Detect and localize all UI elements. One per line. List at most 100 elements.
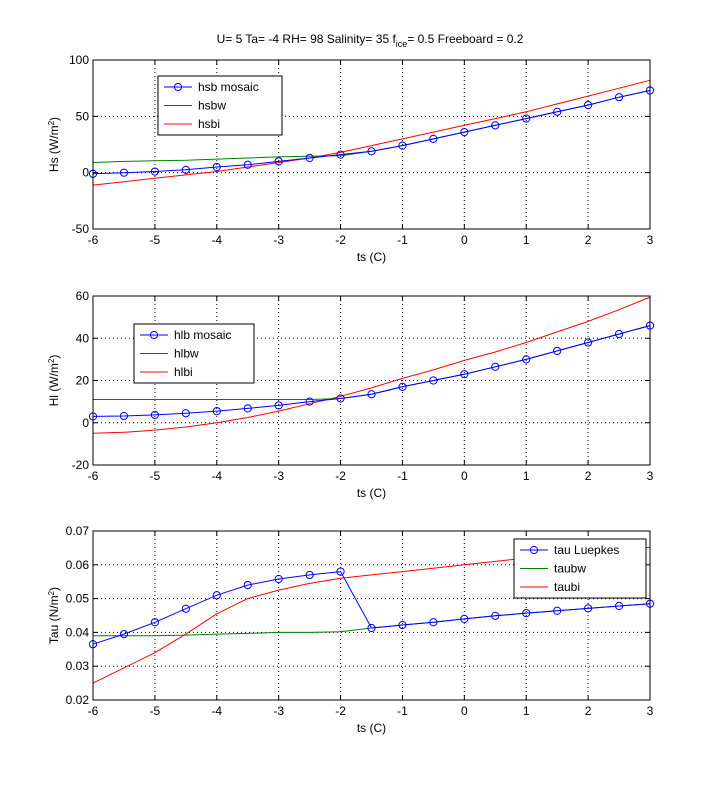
chart-hs-data-point — [398, 141, 407, 150]
chart-hs-ylabel-end: ) — [47, 117, 61, 121]
chart-tau-data-point — [336, 567, 345, 576]
chart-hl-data-point — [305, 397, 314, 406]
chart-hs-data-point — [584, 100, 593, 110]
chart-tau-ylabel: Tau (N/m2) — [47, 587, 61, 644]
chart-tau-xtick-label: -1 — [397, 704, 408, 718]
chart-hl-xlabel: ts (C) — [357, 486, 386, 500]
chart-tau-xtick-label: -3 — [273, 704, 284, 718]
chart-hl-data-point — [584, 338, 593, 347]
chart-hl-data-point — [367, 390, 376, 399]
chart-hs-ylabel-sup: 2 — [47, 120, 56, 125]
chart-hs-xtick-label: 0 — [461, 233, 468, 247]
chart-hl-xtick-label: 1 — [523, 469, 530, 483]
chart-hl-xtick-label: 2 — [585, 469, 592, 483]
chart-tau-data-point — [274, 574, 283, 584]
chart-tau-xtick-label: 2 — [585, 704, 592, 718]
chart-hs-ytick-label: 0 — [82, 166, 89, 180]
chart-hs-data-point — [181, 165, 190, 174]
chart-hl-xtick-label: -1 — [397, 469, 408, 483]
chart-tau-data-point — [119, 629, 129, 639]
chart-hl-data-point — [150, 410, 159, 420]
chart-hs-legend-label: hsbi — [198, 117, 220, 131]
chart-hl-xtick-label: -2 — [335, 469, 346, 483]
chart-hl-data-point — [522, 355, 531, 364]
chart-hl-data-point — [243, 404, 252, 413]
chart-hl-ylabel-end: ) — [47, 355, 61, 359]
chart-tau-data-point — [305, 570, 314, 580]
chart-hs-data-point — [614, 93, 624, 102]
chart-hl-ylabel-text: Hl (W/m — [47, 363, 61, 406]
chart-hs-legend: hsb mosaic hsbw hsbi — [157, 75, 283, 136]
chart-hl-xtick-label: 0 — [461, 469, 468, 483]
figure-title-rest: = 0.5 Freeboard = 0.2 — [407, 32, 523, 46]
chart-tau-data-point — [429, 618, 438, 627]
chart-hl-series-line — [92, 325, 651, 417]
chart-tau-ylabel-end: ) — [47, 587, 61, 591]
chart-tau-data-point — [181, 604, 190, 613]
chart-hl-data-point — [336, 394, 345, 403]
chart-hl-data-point — [553, 346, 562, 356]
chart-tau-ylabel-sup: 2 — [47, 590, 56, 595]
chart-tau-data-point — [491, 611, 500, 620]
chart-hs-data-point — [150, 167, 159, 176]
chart-hs-data-point — [553, 107, 562, 116]
chart-hs-xlabel: ts (C) — [357, 250, 386, 264]
chart-hs-xtick-label: -5 — [150, 233, 161, 247]
chart-tau-xtick-label: -4 — [211, 704, 222, 718]
chart-hs-data-point — [336, 150, 345, 159]
chart-hl-data-point — [460, 370, 469, 379]
chart-hs-ytick-label: -50 — [72, 222, 90, 236]
chart-tau-xtick-label: 1 — [523, 704, 530, 718]
chart-hl-ytick-label: 0 — [82, 416, 89, 430]
chart-hl-data-point — [274, 401, 283, 410]
chart-tau-data-point — [398, 620, 407, 630]
chart-hl-legend-label: hlb mosaic — [174, 328, 231, 342]
chart-hs-series-line — [92, 89, 651, 175]
chart-tau-ytick-label: 0.05 — [66, 592, 90, 606]
chart-hl-legend-marker — [149, 330, 159, 340]
chart-hs-data-point — [429, 134, 438, 143]
chart-tau-legend-marker — [529, 545, 539, 555]
chart-tau-series-line — [92, 571, 651, 645]
chart-tau-ytick-label: 0.04 — [66, 625, 90, 639]
chart-tau-data-point — [614, 601, 624, 611]
chart-tau: ts (C) -6 -5 -4 -3 -2 -1 0 1 2 3 0.02 0.03 0.04 0.05 0… — [47, 524, 655, 735]
chart-tau-data-point — [367, 623, 376, 633]
chart-hs-data-point — [460, 128, 469, 137]
chart-hl-xtick-label: -5 — [150, 469, 161, 483]
chart-hs-data-point — [212, 162, 221, 172]
chart-hl-ytick-label: 60 — [76, 289, 90, 303]
chart-hs-ylabel-text: Hs (W/m — [47, 125, 61, 172]
chart-tau-legend-label: tau Luepkes — [554, 543, 619, 557]
chart-tau-xtick-label: -5 — [150, 704, 161, 718]
chart-hl-xtick-label: -4 — [211, 469, 222, 483]
chart-tau-ytick-label: 0.06 — [66, 558, 90, 572]
chart-hs-xtick-label: -6 — [88, 233, 99, 247]
chart-hl: ts (C) -6 -5 -4 -3 -2 -1 0 1 2 3 -20 0 20 40 60 Hl (W/m… — [47, 289, 655, 500]
chart-hs-xtick-label: -2 — [335, 233, 346, 247]
chart-tau-xtick-label: -6 — [88, 704, 99, 718]
chart-hs-data-point — [274, 157, 283, 166]
chart-hl-ylabel-sup: 2 — [47, 358, 56, 363]
chart-hl-xtick-label: -3 — [273, 469, 284, 483]
chart-hl-xtick-label: -6 — [88, 469, 99, 483]
chart-hs-data-point — [243, 160, 252, 169]
chart-hs-legend-label: hsb mosaic — [198, 80, 259, 94]
chart-hl-data-point — [119, 411, 129, 421]
chart-hs-data-point — [522, 114, 531, 123]
chart-hs-ytick-label: 50 — [76, 109, 90, 123]
chart-hs-legend-marker — [173, 82, 183, 92]
chart-hl-ytick-label: -20 — [72, 458, 90, 472]
chart-tau-xlabel: ts (C) — [357, 721, 386, 735]
chart-tau-data-point — [553, 606, 562, 615]
chart-tau-legend: tau Luepkes taubw taubi — [513, 538, 647, 599]
figure-title-subscript: ice — [396, 39, 408, 49]
chart-tau-data-point — [212, 591, 221, 600]
chart-hl-legend: hlb mosaic hlbw hlbi — [133, 323, 255, 384]
figure-title-main: U= 5 Ta= -4 RH= 98 Salinity= 35 f — [217, 32, 397, 46]
chart-hs-series-line — [92, 79, 651, 186]
chart-hl-series-line — [92, 296, 651, 434]
chart-hs-legend-label: hsbw — [198, 99, 226, 113]
chart-hs-xtick-label: 1 — [523, 233, 530, 247]
